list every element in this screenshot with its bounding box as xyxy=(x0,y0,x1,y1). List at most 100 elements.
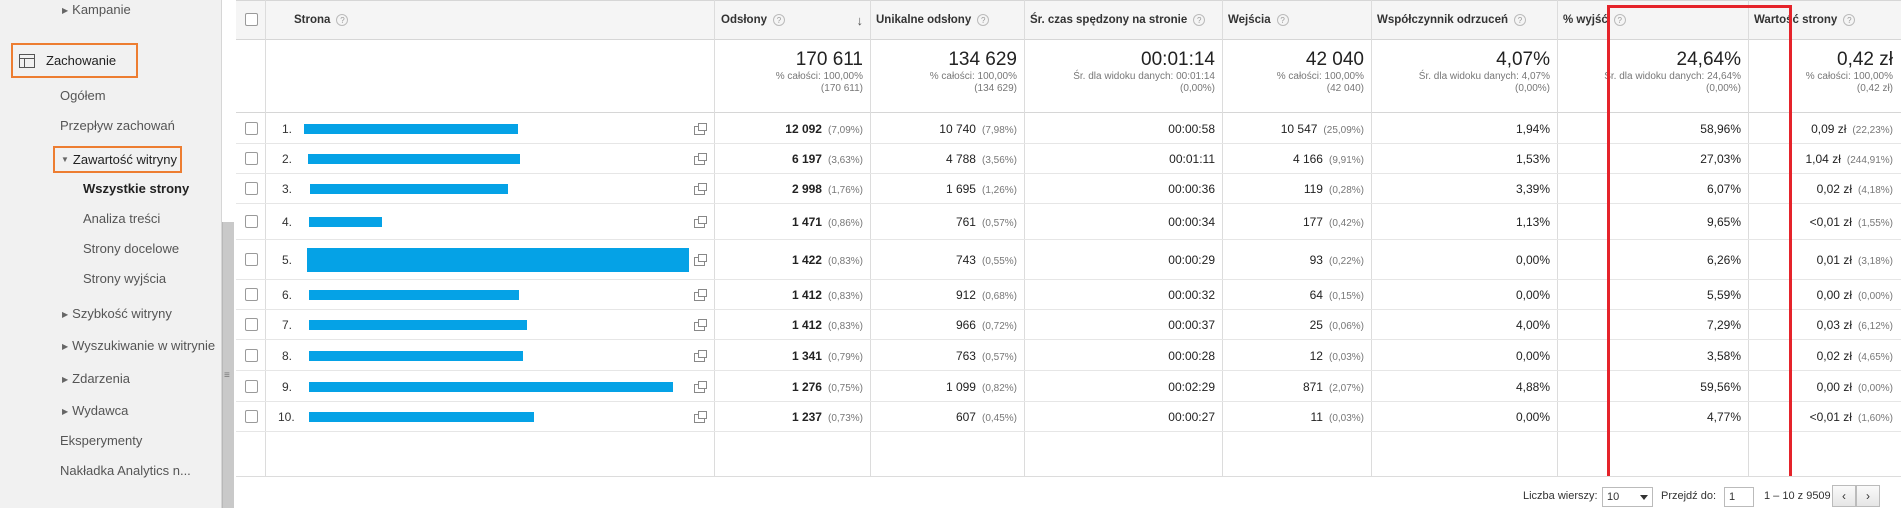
sidebar-item-ogolem[interactable]: Ogółem xyxy=(60,88,106,103)
help-icon[interactable]: ? xyxy=(336,14,349,26)
header-odslony[interactable]: Odsłony? ↓ xyxy=(721,12,864,28)
sort-desc-arrow-icon[interactable]: ↓ xyxy=(856,12,864,28)
page-url-redacted-bar[interactable] xyxy=(309,320,527,330)
page-url-redacted-bar[interactable] xyxy=(309,382,673,392)
help-icon[interactable]: ? xyxy=(1514,14,1526,26)
rows-per-page-select[interactable]: 10 xyxy=(1602,487,1653,507)
row-checkbox[interactable] xyxy=(245,152,258,165)
help-icon[interactable]: ? xyxy=(1843,14,1856,26)
sidebar-item-zachowanie[interactable]: Zachowanie xyxy=(11,43,138,78)
open-external-link-icon[interactable] xyxy=(694,123,707,135)
cell-value: 763 xyxy=(955,349,976,363)
open-external-link-icon[interactable] xyxy=(694,411,707,423)
help-icon[interactable]: ? xyxy=(1276,14,1289,26)
total-czas: 00:01:14 Śr. dla widoku danych: 00:01:14… xyxy=(1073,49,1215,94)
sidebar-item-analiza-tresci[interactable]: Analiza treści xyxy=(83,211,161,226)
open-external-link-icon[interactable] xyxy=(694,153,707,165)
page-url-redacted-bar[interactable] xyxy=(310,184,508,194)
sidebar-item-wszystkie-strony[interactable]: Wszystkie strony xyxy=(83,181,190,196)
row-checkbox[interactable] xyxy=(245,253,258,266)
cell-unikalne: 763 (0,57%) xyxy=(870,349,1017,363)
table-row[interactable]: 7. 1 412 (0,83%) 966 (0,72%) 00:00:37 25 (0,06%… xyxy=(236,310,1901,340)
column-divider xyxy=(1557,0,1558,476)
row-checkbox[interactable] xyxy=(245,122,258,135)
open-external-link-icon[interactable] xyxy=(694,254,707,266)
header-odrzucen[interactable]: Współczynnik odrzuceń? xyxy=(1377,0,1526,40)
cell-value: 607 xyxy=(955,410,976,424)
cell-value: 00:00:34 xyxy=(1168,215,1215,229)
cell-wyjsc: 27,03% xyxy=(1557,152,1741,166)
open-external-link-icon[interactable] xyxy=(694,350,707,362)
row-index: 8. xyxy=(282,349,293,363)
sidebar-item-zdarzenia[interactable]: ▶ Zdarzenia xyxy=(62,371,130,386)
open-external-link-icon[interactable] xyxy=(694,319,707,331)
table-row[interactable]: 1. 12 092 (7,09%) 10 740 (7,98%) 00:00:58 10 5… xyxy=(236,113,1901,144)
row-checkbox[interactable] xyxy=(245,349,258,362)
table-row[interactable]: 4. 1 471 (0,86%) 761 (0,57%) 00:00:34 177 (0,42… xyxy=(236,204,1901,240)
select-all-checkbox[interactable] xyxy=(245,13,258,26)
table-row[interactable]: 10. 1 237 (0,73%) 607 (0,45%) 00:00:27 11 (0,03… xyxy=(236,402,1901,432)
row-checkbox[interactable] xyxy=(245,182,258,195)
sidebar-item-eksperymenty[interactable]: Eksperymenty xyxy=(60,433,143,448)
cell-value: 4 166 xyxy=(1292,152,1323,166)
sidebar-scrollbar[interactable] xyxy=(222,222,234,508)
sidebar-item-wyszukiwanie[interactable]: ▶ Wyszukiwanie w witrynie xyxy=(62,338,216,353)
help-icon[interactable]: ? xyxy=(773,14,786,26)
cell-czas: 00:00:32 xyxy=(1024,288,1215,302)
help-icon[interactable]: ? xyxy=(1613,14,1626,26)
sidebar-item-zawartosc[interactable]: ▼ Zawartość witryny xyxy=(53,146,182,173)
sidebar-item-kampanie[interactable]: ▶ Kampanie xyxy=(62,2,131,17)
table-row[interactable]: 6. 1 412 (0,83%) 912 (0,68%) 00:00:32 64 (0,15%… xyxy=(236,280,1901,310)
page-url-redacted-bar[interactable] xyxy=(308,154,520,164)
cell-odslony: 1 237 (0,73%) xyxy=(714,410,863,424)
page-url-redacted-bar[interactable] xyxy=(309,351,523,361)
open-external-link-icon[interactable] xyxy=(694,381,707,393)
row-checkbox[interactable] xyxy=(245,215,258,228)
header-wyjsc[interactable]: % wyjść? xyxy=(1563,0,1626,40)
sidebar-item-strony-docelowe[interactable]: Strony docelowe xyxy=(83,241,180,256)
page-url-redacted-bar[interactable] xyxy=(309,290,519,300)
sidebar-item-szybkosc[interactable]: ▶ Szybkość witryny xyxy=(62,306,172,321)
cell-value: 0,00% xyxy=(1515,410,1550,424)
sidebar-item-nakladka[interactable]: Nakładka Analytics n... xyxy=(60,463,191,478)
page-url-redacted-bar[interactable] xyxy=(309,412,534,422)
row-checkbox[interactable] xyxy=(245,288,258,301)
open-external-link-icon[interactable] xyxy=(694,289,707,301)
table-row[interactable]: 9. 1 276 (0,75%) 1 099 (0,82%) 00:02:29 871 (2,… xyxy=(236,371,1901,402)
header-czas[interactable]: Śr. czas spędzony na stronie? xyxy=(1030,0,1206,40)
sidebar-item-przeplyw[interactable]: Przepływ zachowań xyxy=(60,118,175,133)
header-unikalne[interactable]: Unikalne odsłony? xyxy=(876,0,990,40)
table-row[interactable]: 3. 2 998 (1,76%) 1 695 (1,26%) 00:00:36 119 (0,… xyxy=(236,174,1901,204)
row-checkbox[interactable] xyxy=(245,410,258,423)
header-strona[interactable]: Strona? xyxy=(294,0,349,40)
open-external-link-icon[interactable] xyxy=(694,216,707,228)
sidebar-item-wydawca[interactable]: ▶ Wydawca xyxy=(62,403,129,418)
cell-value: 871 xyxy=(1302,380,1323,394)
triangle-right-icon: ▶ xyxy=(62,407,69,416)
cell-value: 12 xyxy=(1309,349,1323,363)
cell-value: 00:02:29 xyxy=(1168,380,1215,394)
sidebar-item-strony-wyjscia[interactable]: Strony wyjścia xyxy=(83,271,167,286)
header-wejscia[interactable]: Wejścia? xyxy=(1228,0,1289,40)
resize-handle-icon[interactable]: ≡ xyxy=(224,370,230,381)
table-row[interactable]: 8. 1 341 (0,79%) 763 (0,57%) 00:00:28 12 (0,03%… xyxy=(236,340,1901,371)
table-row[interactable]: 5. 1 422 (0,83%) 743 (0,55%) 00:00:29 93 (0,22%… xyxy=(236,240,1901,280)
help-icon[interactable]: ? xyxy=(1193,14,1206,26)
cell-wyjsc: 4,77% xyxy=(1557,410,1741,424)
cell-percent: (0,72%) xyxy=(981,321,1017,332)
header-wartosc[interactable]: Wartość strony? xyxy=(1754,0,1856,40)
page-url-redacted-bar[interactable] xyxy=(304,124,518,134)
cell-value: 4,00% xyxy=(1515,318,1550,332)
row-checkbox[interactable] xyxy=(245,380,258,393)
row-checkbox[interactable] xyxy=(245,318,258,331)
goto-page-input[interactable]: 1 xyxy=(1724,487,1754,507)
table-row[interactable]: 2. 6 197 (3,63%) 4 788 (3,56%) 00:01:11 4 166 (… xyxy=(236,144,1901,174)
cell-wejscia: 4 166 (9,91%) xyxy=(1222,152,1364,166)
prev-page-button[interactable]: ‹ xyxy=(1832,485,1856,507)
next-page-button[interactable]: › xyxy=(1856,485,1880,507)
help-icon[interactable]: ? xyxy=(977,14,990,26)
open-external-link-icon[interactable] xyxy=(694,183,707,195)
page-url-redacted-bar[interactable] xyxy=(309,217,382,227)
cell-value: 6,26% xyxy=(1706,253,1741,267)
page-url-redacted-bar[interactable] xyxy=(307,248,689,272)
